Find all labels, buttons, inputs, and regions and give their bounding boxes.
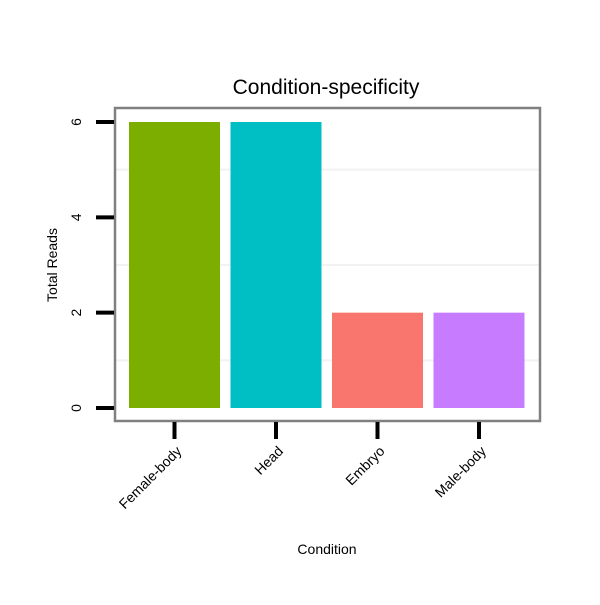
bar-female-body bbox=[129, 122, 220, 408]
y-tick-label: 6 bbox=[68, 118, 84, 126]
x-tick-label: Embryo bbox=[342, 443, 388, 489]
y-tick-label: 4 bbox=[68, 213, 84, 221]
x-tick-label: Head bbox=[251, 443, 286, 478]
x-tick-label: Male-body bbox=[432, 443, 490, 501]
x-tick-label: Female-body bbox=[116, 443, 185, 512]
y-tick-label: 0 bbox=[68, 404, 84, 412]
y-tick-label: 2 bbox=[68, 309, 84, 317]
bar-male-body bbox=[433, 312, 525, 408]
plot-panel-border bbox=[113, 106, 542, 423]
chart-title: Condition-specificity bbox=[233, 76, 420, 99]
y-axis-label: Total Reads bbox=[44, 228, 60, 302]
bar-embryo bbox=[332, 312, 423, 408]
x-axis-label: Condition bbox=[297, 541, 356, 557]
bar-head bbox=[230, 122, 322, 408]
